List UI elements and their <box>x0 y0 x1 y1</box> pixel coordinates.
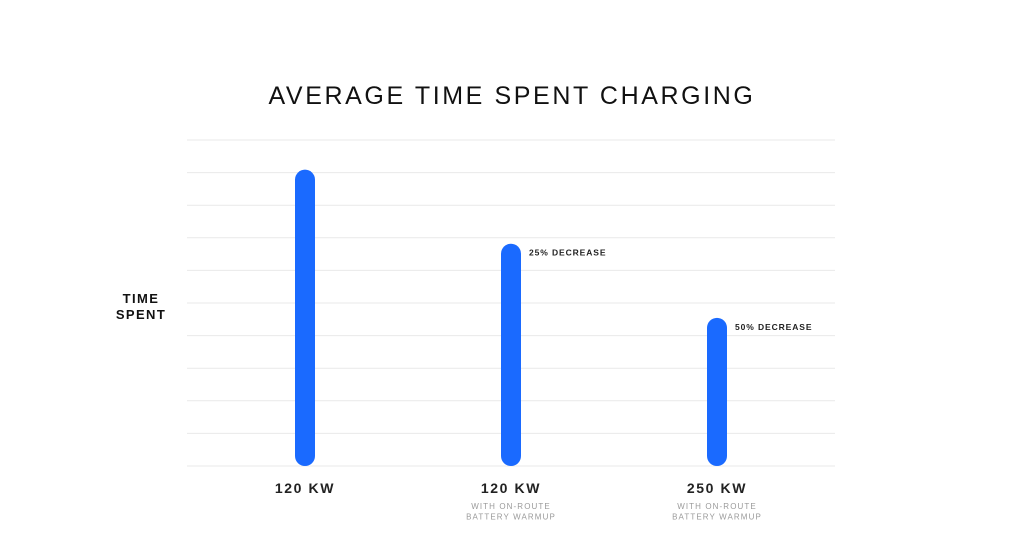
bars <box>295 169 727 467</box>
x-tick-label: 120 KW <box>481 480 541 496</box>
data-label: 50% DECREASE <box>735 322 812 332</box>
bar <box>295 169 315 467</box>
chart-title: AVERAGE TIME SPENT CHARGING <box>268 82 756 110</box>
data-label: 25% DECREASE <box>529 248 606 258</box>
x-tick-sublabel: BATTERY WARMUP <box>466 513 556 522</box>
bar <box>707 317 727 466</box>
x-tick-label: 120 KW <box>275 480 335 496</box>
y-axis-label: TIME SPENT <box>105 291 177 323</box>
labels: 120 KW 25% DECREASE 120 KW WITH ON-ROUTE BAT… <box>275 248 812 522</box>
x-tick-sublabel: WITH ON-ROUTE <box>677 502 757 511</box>
y-axis-label-line-1: TIME <box>122 291 160 306</box>
y-axis-label-line-2: SPENT <box>115 307 167 322</box>
x-tick-sublabel: BATTERY WARMUP <box>672 513 762 522</box>
x-tick-sublabel: WITH ON-ROUTE <box>471 502 551 511</box>
bar <box>501 243 521 466</box>
x-tick-label: 250 KW <box>687 480 747 496</box>
